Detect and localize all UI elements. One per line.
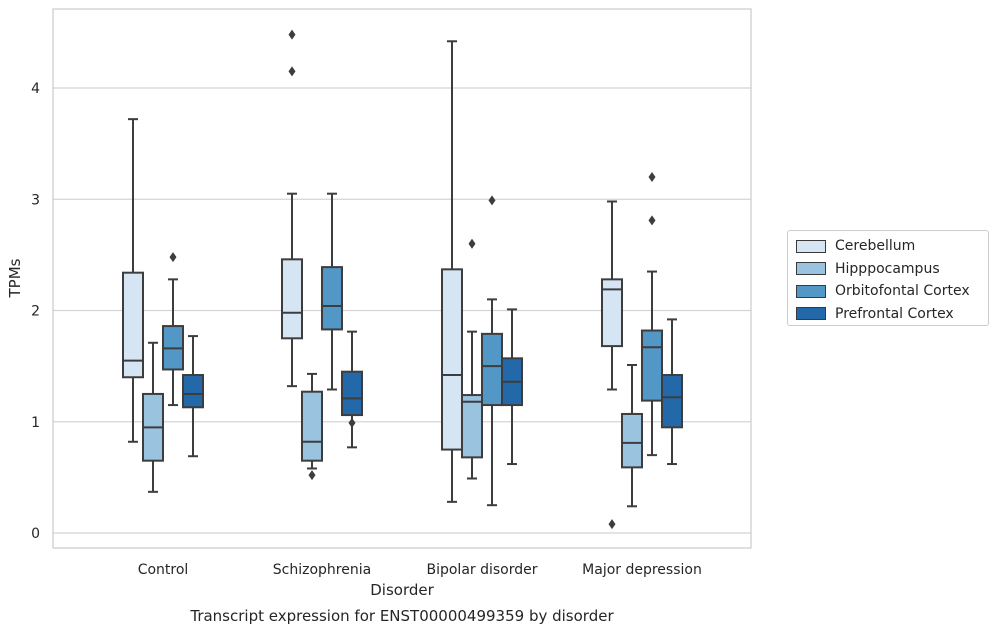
- box-series-group: [122, 29, 683, 530]
- box: [182, 374, 204, 409]
- x-tick-label: Bipolar disorder: [426, 562, 537, 578]
- outlier-point: [288, 66, 296, 77]
- y-axis-label: TPMs: [6, 258, 24, 298]
- outlier-point: [488, 195, 496, 206]
- legend-swatch: [796, 239, 826, 253]
- y-tick-label: 4: [31, 81, 40, 97]
- box: [461, 394, 483, 459]
- grid-lines: [53, 87, 751, 534]
- legend-item: Prefrontal Cortex: [796, 304, 954, 324]
- box: [481, 332, 503, 407]
- x-tick-label: Schizophrenia: [273, 562, 371, 578]
- legend-item: Cerebellum: [796, 236, 915, 256]
- x-tick-label: Control: [138, 562, 189, 578]
- box: [341, 370, 363, 417]
- box: [661, 374, 683, 429]
- box: [122, 271, 144, 379]
- box: [321, 266, 343, 331]
- box: [441, 268, 463, 451]
- outlier-point: [648, 172, 656, 182]
- legend-swatch: [796, 284, 826, 298]
- y-tick-label: 3: [31, 192, 40, 208]
- plot-frame: [52, 8, 752, 549]
- y-tick-label: 0: [31, 526, 40, 542]
- chart-title: Transcript expression for ENST0000049935…: [189, 607, 614, 625]
- legend-label: Orbitofontal Cortex: [835, 283, 970, 299]
- outlier-point: [288, 29, 296, 40]
- outlier-point: [169, 252, 177, 263]
- box: [301, 390, 323, 462]
- x-tick-label: Major depression: [582, 562, 702, 578]
- y-tick-labels: 0 1 2 3 4: [31, 81, 40, 542]
- y-tick-label: 2: [31, 304, 40, 320]
- box: [601, 278, 623, 348]
- legend-label: Hipppocampus: [835, 260, 940, 277]
- x-tick-labels: Control Schizophrenia Bipolar disorder Majo…: [138, 562, 702, 578]
- legend-item: Orbitofontal Cortex: [796, 281, 970, 301]
- legend-item: Hipppocampus: [796, 259, 940, 279]
- y-tick-label: 1: [31, 415, 40, 431]
- outlier-point: [468, 238, 476, 249]
- series-orbitofontal-cortex: [162, 172, 663, 507]
- x-axis-label: Disorder: [370, 581, 434, 599]
- series-cerebellum: [122, 29, 623, 530]
- outlier-point: [348, 417, 356, 428]
- legend-swatch: [796, 307, 826, 320]
- legend-swatch: [796, 262, 826, 275]
- outlier-point: [308, 470, 316, 481]
- box: [621, 412, 643, 469]
- legend-label: Prefrontal Cortex: [835, 305, 954, 322]
- series-hipppocampus: [142, 238, 643, 508]
- outlier-point: [648, 215, 656, 226]
- box: [281, 258, 303, 340]
- chart-legend: Cerebellum Hipppocampus Orbitofontal Corte…: [787, 230, 989, 326]
- outlier-point: [608, 519, 616, 530]
- box: [641, 329, 663, 402]
- series-prefrontal-cortex: [182, 308, 683, 466]
- legend-label: Cerebellum: [835, 238, 916, 254]
